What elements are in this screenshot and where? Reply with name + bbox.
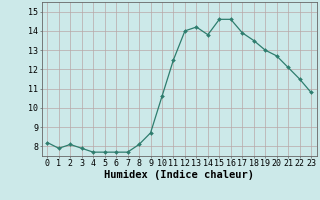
X-axis label: Humidex (Indice chaleur): Humidex (Indice chaleur) <box>104 170 254 180</box>
